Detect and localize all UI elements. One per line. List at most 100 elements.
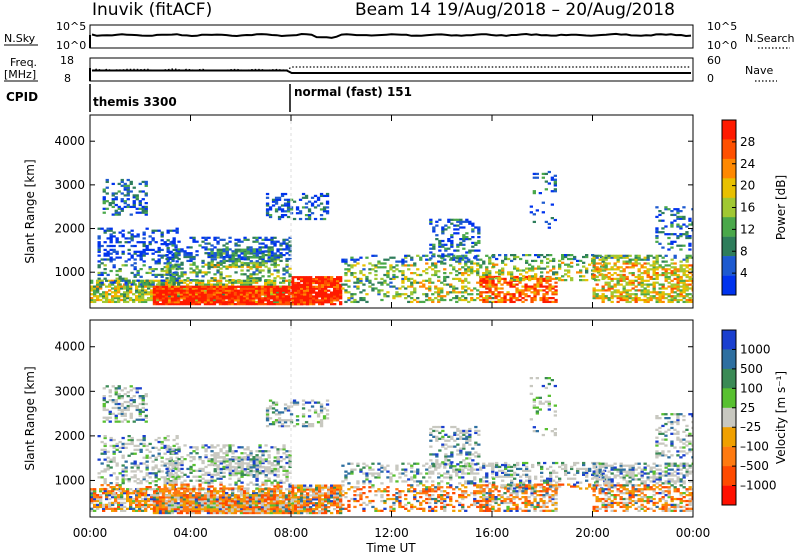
range-time-cell: [485, 266, 489, 269]
range-time-cell: [524, 283, 528, 286]
range-time-cell: [640, 264, 644, 267]
range-time-cell: [242, 500, 247, 503]
range-time-cell: [218, 297, 223, 300]
range-time-cell: [392, 297, 396, 300]
range-time-cell: [297, 287, 301, 290]
range-time-cell: [603, 269, 607, 272]
range-time-cell: [242, 285, 247, 288]
range-time-cell: [530, 277, 534, 281]
range-time-cell: [386, 295, 390, 298]
range-time-cell: [151, 283, 155, 286]
range-time-cell: [228, 265, 232, 269]
range-time-cell: [191, 498, 196, 501]
range-time-cell: [204, 242, 208, 245]
range-time-cell: [536, 283, 540, 286]
range-time-cell: [500, 300, 504, 304]
range-time-cell: [240, 257, 244, 261]
range-time-cell: [297, 281, 301, 285]
range-time-cell: [534, 273, 538, 276]
range-time-cell: [607, 256, 611, 259]
range-time-cell: [284, 297, 289, 300]
freq-unit: [MHz]: [4, 68, 36, 81]
range-time-cell: [152, 511, 157, 515]
range-time-cell: [437, 289, 441, 292]
range-time-cell: [404, 297, 408, 300]
range-time-cell: [547, 170, 551, 174]
range-time-cell: [234, 238, 238, 241]
range-time-cell: [141, 190, 145, 193]
range-time-cell: [613, 268, 617, 271]
range-time-cell: [634, 264, 638, 267]
range-time-cell: [139, 275, 143, 278]
range-time-cell: [333, 303, 337, 306]
range-time-cell: [215, 500, 220, 503]
range-time-cell: [126, 186, 130, 189]
range-time-cell: [658, 213, 662, 217]
range-time-cell: [117, 503, 121, 507]
range-time-cell: [429, 222, 433, 225]
range-time-cell: [251, 285, 256, 288]
range-time-cell: [129, 287, 133, 290]
range-time-cell: [592, 264, 596, 267]
range-time-cell: [324, 291, 328, 294]
range-time-cell: [625, 262, 629, 265]
range-time-cell: [664, 206, 668, 209]
range-time-cell: [158, 508, 163, 511]
range-time-cell: [200, 506, 205, 509]
range-time-cell: [679, 248, 683, 251]
range-time-cell: [661, 260, 665, 263]
range-time-cell: [691, 287, 693, 290]
range-time-cell: [327, 299, 331, 302]
range-time-cell: [168, 257, 172, 261]
range-time-cell: [613, 285, 617, 288]
range-time-cell: [195, 275, 199, 278]
range-time-cell: [141, 287, 145, 290]
range-time-cell: [443, 277, 447, 281]
range-time-cell: [173, 297, 178, 300]
range-time-cell: [316, 198, 321, 201]
range-time-cell: [347, 291, 351, 294]
range-time-cell: [176, 299, 181, 302]
range-time-cell: [553, 178, 557, 181]
range-time-cell: [195, 287, 199, 290]
range-time-cell: [249, 505, 253, 509]
range-time-cell: [287, 504, 292, 507]
range-time-cell: [164, 506, 169, 509]
range-time-cell: [315, 276, 319, 279]
range-time-cell: [488, 256, 492, 259]
range-time-cell: [585, 267, 589, 270]
range-time-cell: [163, 273, 167, 277]
range-time-cell: [236, 301, 241, 304]
range-time-cell: [482, 260, 486, 263]
range-time-cell: [643, 295, 647, 298]
range-time-cell: [634, 279, 638, 282]
range-time-cell: [410, 300, 414, 304]
range-time-cell: [210, 264, 214, 267]
range-time-cell: [129, 182, 133, 186]
range-time-cell: [279, 259, 283, 263]
range-time-cell: [172, 243, 176, 246]
range-time-cell: [236, 293, 241, 296]
range-time-cell: [236, 508, 241, 511]
range-time-cell: [353, 258, 357, 261]
range-time-cell: [222, 260, 226, 263]
range-time-cell: [275, 508, 280, 511]
range-time-cell: [225, 283, 229, 286]
range-time-cell: [260, 506, 265, 509]
range-time-cell: [234, 262, 238, 265]
range-time-cell: [251, 494, 256, 497]
range-time-cell: [138, 207, 142, 210]
freq-label: Freq.: [10, 56, 37, 69]
range-time-cell: [441, 228, 445, 231]
range-time-cell: [646, 268, 650, 271]
range-time-cell: [368, 285, 372, 288]
range-time-cell: [170, 285, 175, 288]
range-time-cell: [330, 291, 334, 294]
range-time-cell: [263, 496, 268, 499]
range-time-cell: [194, 508, 199, 511]
range-time-cell: [324, 297, 328, 300]
range-time-cell: [341, 287, 345, 290]
range-time-cell: [163, 262, 167, 265]
range-time-cell: [474, 257, 478, 260]
